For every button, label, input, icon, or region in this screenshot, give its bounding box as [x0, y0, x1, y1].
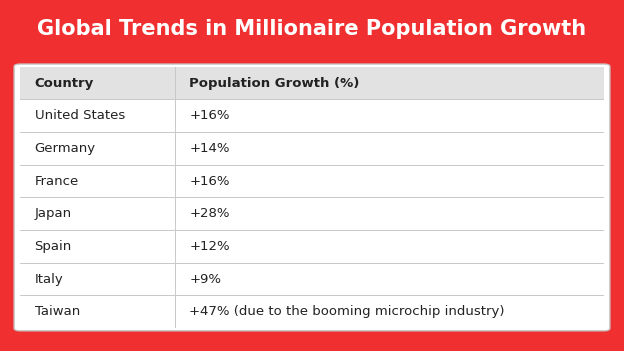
Bar	[20, 230, 604, 263]
Bar	[20, 296, 604, 328]
Text: Taiwan: Taiwan	[34, 305, 80, 318]
Text: +9%: +9%	[189, 273, 222, 286]
Text: +28%: +28%	[189, 207, 230, 220]
Text: United States: United States	[34, 109, 125, 122]
Bar	[20, 165, 604, 197]
Text: +12%: +12%	[189, 240, 230, 253]
Text: Country: Country	[34, 77, 94, 90]
Bar	[20, 263, 604, 296]
Text: +16%: +16%	[189, 109, 230, 122]
Text: Spain: Spain	[34, 240, 72, 253]
Bar	[20, 132, 604, 165]
Text: Italy: Italy	[34, 273, 63, 286]
Text: France: France	[34, 174, 79, 187]
Text: +16%: +16%	[189, 174, 230, 187]
Text: Germany: Germany	[34, 142, 95, 155]
Text: Population Growth (%): Population Growth (%)	[189, 77, 359, 90]
Text: Japan: Japan	[34, 207, 72, 220]
Text: +47% (due to the booming microchip industry): +47% (due to the booming microchip indus…	[189, 305, 505, 318]
FancyBboxPatch shape	[14, 64, 610, 331]
Bar	[20, 197, 604, 230]
Bar	[20, 99, 604, 132]
Text: Global Trends in Millionaire Population Growth: Global Trends in Millionaire Population …	[37, 19, 587, 39]
Bar	[20, 67, 604, 99]
Text: +14%: +14%	[189, 142, 230, 155]
